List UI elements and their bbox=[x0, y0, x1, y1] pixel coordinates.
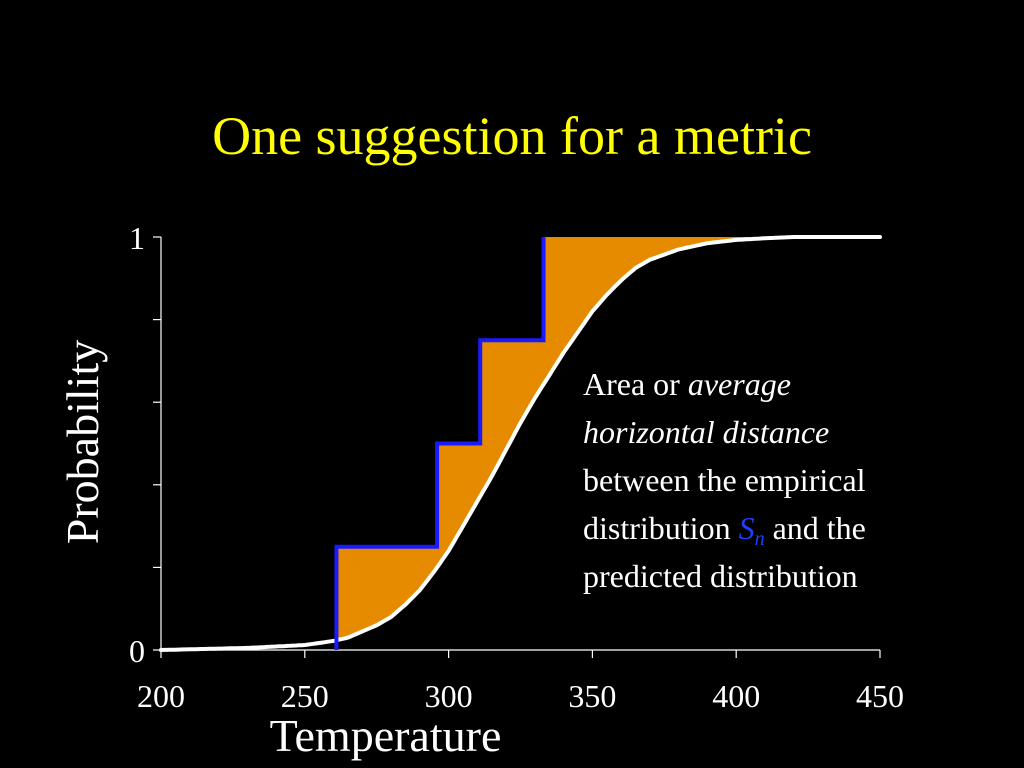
x-tick-label-450: 450 bbox=[856, 678, 904, 714]
x-tick-label-250: 250 bbox=[281, 678, 329, 714]
annotation-line-3: between the empirical bbox=[583, 462, 866, 498]
y-tick-label-1: 1 bbox=[129, 220, 145, 256]
predicted-distribution-curve bbox=[159, 235, 882, 652]
y-tick-label-0: 0 bbox=[129, 633, 145, 669]
x-tick-label-400: 400 bbox=[712, 678, 760, 714]
annotation-line-4-suffix: and the bbox=[764, 510, 866, 546]
x-tick-label-300: 300 bbox=[425, 678, 473, 714]
annotation-line-2-italic: horizontal distance bbox=[583, 414, 830, 450]
x-axis-title: Temperature bbox=[270, 710, 502, 761]
x-tick-label-200: 200 bbox=[137, 678, 185, 714]
annotation-line-4: distribution Sn and the bbox=[583, 504, 963, 552]
annotation-line-2: horizontal distance bbox=[583, 408, 963, 456]
area-between-curves bbox=[336, 237, 794, 641]
x-tick-label-350: 350 bbox=[568, 678, 616, 714]
slide-title: One suggestion for a metric bbox=[212, 106, 812, 166]
annotation-line-1-italic: average bbox=[687, 366, 791, 402]
annotation-line-4-prefix: distribution bbox=[583, 510, 739, 546]
empirical-symbol-subscript: n bbox=[754, 528, 765, 550]
empirical-symbol: Sn bbox=[738, 510, 765, 549]
annotation-line-1: Area or average bbox=[583, 360, 963, 408]
empirical-step-function bbox=[334, 237, 546, 650]
empirical-symbol-letter: S bbox=[738, 510, 755, 546]
annotation-line-1-prefix: Area or bbox=[583, 366, 688, 402]
y-axis-title: Probability bbox=[57, 340, 108, 544]
annotation-line-5: predicted distribution bbox=[583, 558, 858, 594]
annotation-text: Area or average horizontal distance betw… bbox=[583, 360, 963, 600]
